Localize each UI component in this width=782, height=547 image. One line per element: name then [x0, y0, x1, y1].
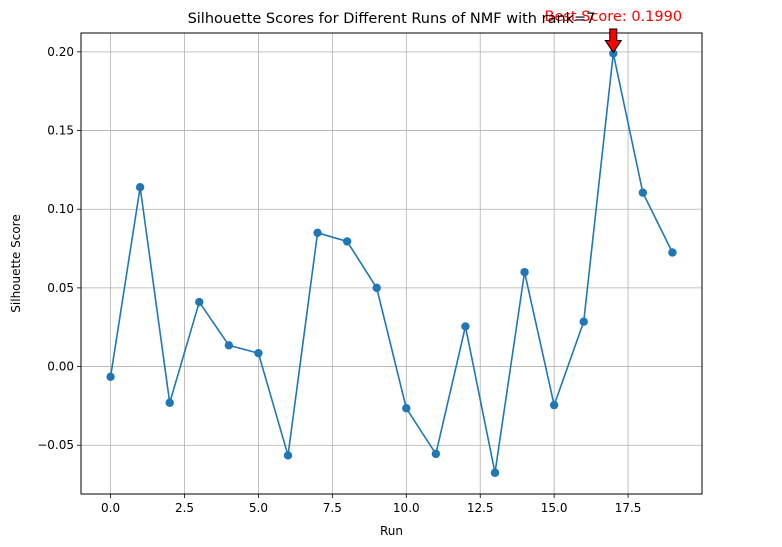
data-point	[668, 248, 677, 257]
data-point	[490, 468, 500, 477]
data-point	[461, 322, 470, 331]
axis-ticks: 0.0 2.5 5.0 7.5 10.0 12.5 15.0 17.5 −0.05 0.00 0.0…	[37, 45, 641, 515]
data-point	[609, 49, 618, 58]
data-point	[313, 228, 322, 238]
series-line	[109, 53, 674, 473]
x-tick-label: 7.5	[323, 501, 342, 515]
data-point	[135, 182, 145, 192]
grid-lines	[81, 33, 702, 494]
x-tick-label: 0.0	[101, 501, 120, 515]
data-point	[254, 348, 263, 358]
data-point	[342, 237, 352, 246]
x-axis-label: Run	[380, 524, 403, 538]
x-tick-label: 12.5	[467, 501, 494, 515]
x-tick-label: 17.5	[615, 501, 642, 515]
data-point	[402, 404, 411, 413]
y-tick-label: −0.05	[37, 438, 74, 452]
y-axis-label: Silhouette Score	[9, 214, 23, 312]
data-point	[165, 398, 174, 407]
data-point	[106, 372, 115, 381]
x-tick-label: 10.0	[393, 501, 420, 515]
x-tick-label: 2.5	[175, 501, 194, 515]
data-series	[106, 49, 677, 477]
data-point	[224, 341, 234, 350]
red-down-arrow-icon	[604, 28, 623, 54]
data-point	[431, 449, 441, 459]
plot-area-frame	[80, 32, 703, 495]
x-tick-label: 15.0	[541, 501, 568, 515]
data-point	[283, 451, 293, 460]
y-tick-label: 0.05	[47, 281, 74, 295]
data-point	[520, 267, 529, 277]
y-tick-label: 0.15	[47, 124, 74, 138]
best-score-label: Best Score: 0.1990	[545, 9, 683, 25]
best-score-annotation: Best Score: 0.1990	[545, 9, 683, 54]
chart-title: Silhouette Scores for Different Runs of …	[188, 11, 596, 27]
y-tick-label: 0.00	[47, 360, 74, 374]
data-point	[579, 317, 588, 326]
data-point	[195, 297, 204, 307]
data-point	[638, 188, 648, 197]
y-tick-label: 0.20	[47, 45, 74, 59]
y-tick-label: 0.10	[47, 202, 74, 216]
data-point	[549, 400, 559, 410]
data-point	[372, 283, 381, 293]
x-tick-label: 5.0	[249, 501, 268, 515]
